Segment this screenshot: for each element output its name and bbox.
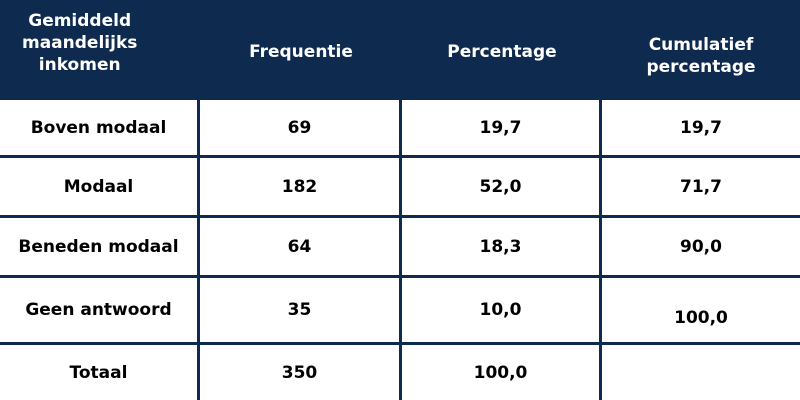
- row-beneden-modaal-cumulative: 90,0: [602, 218, 800, 278]
- row-totaal-label: Totaal: [0, 345, 200, 400]
- row-geen-antwoord-label: Geen antwoord: [0, 278, 200, 345]
- row-boven-modaal-percentage: 19,7: [402, 100, 602, 158]
- header-income: Gemiddeld maandelijks inkomen: [0, 0, 200, 100]
- row-boven-modaal-label: Boven modaal: [0, 100, 200, 158]
- row-geen-antwoord-frequency: 35: [200, 278, 402, 345]
- header-cumulative-percentage: Cumulatief percentage: [602, 0, 800, 100]
- row-modaal-frequency: 182: [200, 158, 402, 218]
- header-frequency: Frequentie: [200, 0, 402, 100]
- row-modaal-cumulative: 71,7: [602, 158, 800, 218]
- row-modaal-label: Modaal: [0, 158, 200, 218]
- row-boven-modaal-frequency: 69: [200, 100, 402, 158]
- row-geen-antwoord-cumulative: 100,0: [602, 278, 800, 345]
- row-beneden-modaal-label: Beneden modaal: [0, 218, 200, 278]
- row-totaal-frequency: 350: [200, 345, 402, 400]
- row-totaal-cumulative: [602, 345, 800, 400]
- row-beneden-modaal-percentage: 18,3: [402, 218, 602, 278]
- row-totaal-percentage: 100,0: [402, 345, 602, 400]
- row-modaal-percentage: 52,0: [402, 158, 602, 218]
- row-boven-modaal-cumulative: 19,7: [602, 100, 800, 158]
- row-beneden-modaal-frequency: 64: [200, 218, 402, 278]
- header-percentage: Percentage: [402, 0, 602, 100]
- row-geen-antwoord-percentage: 10,0: [402, 278, 602, 345]
